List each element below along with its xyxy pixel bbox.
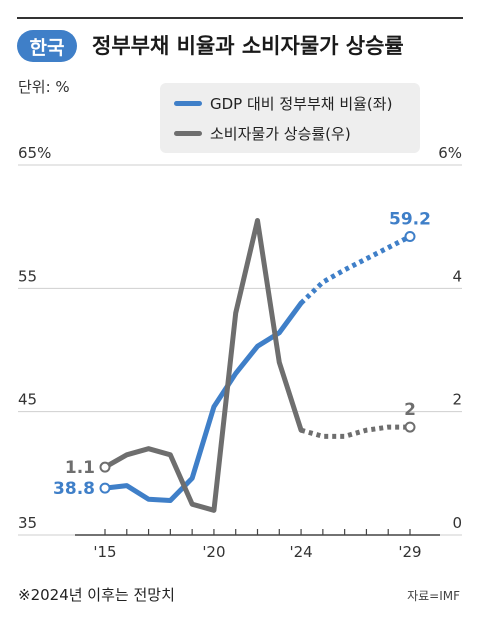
top-rule [17, 17, 463, 19]
left-tick-label: 55 [18, 267, 37, 285]
country-badge: 한국 [17, 30, 77, 62]
data-label-end-cpi: 2 [404, 400, 416, 420]
series-start-point-cpi [99, 461, 111, 473]
x-tick-label: '24 [289, 543, 312, 561]
footnote: ※2024년 이후는 전망치 [18, 586, 175, 604]
legend: GDP 대비 정부부채 비율(좌) 소비자물가 상승률(우) [160, 83, 420, 153]
legend-swatch-cpi [174, 130, 202, 136]
right-tick-label: 0 [452, 514, 462, 532]
left-tick-label: 45 [18, 391, 37, 409]
series-line-cpi [102, 218, 304, 513]
right-tick-label: 6% [438, 144, 462, 162]
data-label-end-debt: 59.2 [389, 210, 431, 230]
series-line-debt [102, 300, 304, 503]
right-tick-label: 4 [452, 267, 462, 285]
legend-item-debt: GDP 대비 정부부채 비율(좌) [174, 91, 392, 115]
x-tick-label: '15 [93, 543, 116, 561]
unit-label: 단위: % [18, 78, 70, 96]
x-tick-label: '29 [398, 543, 421, 561]
legend-item-cpi: 소비자물가 상승률(우) [174, 121, 351, 145]
left-tick-label: 35 [18, 514, 37, 532]
series-forecast-line-debt [299, 234, 412, 305]
legend-label-debt: GDP 대비 정부부채 비율(좌) [210, 94, 393, 113]
data-label-start-cpi: 1.1 [65, 458, 95, 478]
series-end-point-cpi [404, 421, 416, 433]
x-tick-label: '20 [202, 543, 225, 561]
series-end-point-debt [404, 231, 416, 243]
legend-swatch-debt [174, 100, 202, 106]
right-tick-label: 2 [452, 391, 462, 409]
data-label-start-debt: 38.8 [53, 479, 95, 499]
left-tick-label: 65% [18, 144, 51, 162]
series-start-point-debt [99, 482, 111, 494]
chart-title: 정부부채 비율과 소비자물가 상승률 [92, 34, 404, 58]
series-forecast-line-cpi [300, 424, 410, 439]
source-note: 자료=IMF [407, 589, 460, 603]
legend-label-cpi: 소비자물가 상승률(우) [210, 124, 351, 143]
